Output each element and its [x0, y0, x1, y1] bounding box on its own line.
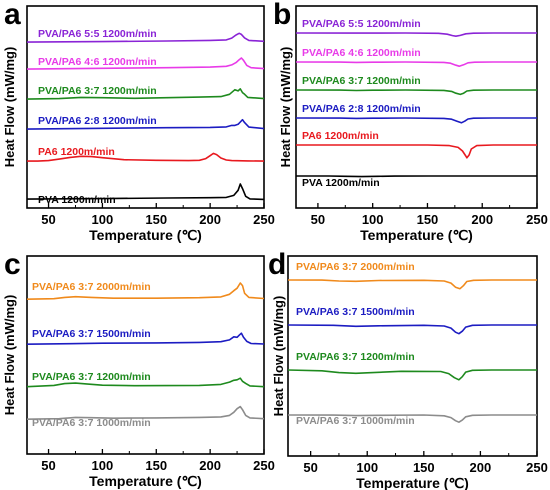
- series-line-c-1: [26, 377, 265, 388]
- series-label: PVA/PA6 3:7 1200m/min: [32, 371, 151, 383]
- x-tick-label: 100: [356, 460, 378, 475]
- x-tick-label: 100: [92, 458, 114, 473]
- x-tick-label: 250: [526, 212, 548, 227]
- plot-frame-c: [26, 255, 265, 455]
- x-tick-label: 150: [413, 460, 435, 475]
- x-tick-label: 150: [145, 458, 167, 473]
- series-label: PVA/PA6 3:7 1000m/min: [32, 417, 151, 429]
- series-line-d-3: [287, 279, 537, 290]
- series-line-c-3: [26, 282, 265, 300]
- series-label: PVA/PA6 4:6 1200m/min: [38, 56, 157, 68]
- series-line-d-0: [287, 414, 537, 423]
- plot-frame-a: [26, 5, 265, 209]
- series-line-a-5: [26, 32, 265, 43]
- series-label: PVA/PA6 5:5 1200m/min: [38, 28, 157, 40]
- series-label: PVA/PA6 3:7 1500m/min: [296, 306, 415, 318]
- series-label: PVA/PA6 2:8 1200m/min: [38, 115, 157, 127]
- panel-letter: c: [4, 248, 21, 281]
- y-axis-label: Heat Flow (mW/mg): [2, 47, 17, 168]
- series-line-a-1: [27, 152, 265, 162]
- series-line-a-4: [26, 57, 265, 70]
- x-axis-label: Temperature (℃): [89, 473, 202, 489]
- series-label: PA6 1200m/min: [38, 146, 115, 158]
- series-label: PVA/PA6 3:7 1200m/min: [38, 85, 157, 97]
- series-label: PVA/PA6 2:8 1200m/min: [302, 103, 421, 115]
- x-tick-label: 50: [41, 458, 55, 473]
- series-line-b-2: [295, 117, 537, 124]
- series-line-a-0: [26, 183, 265, 201]
- x-tick-label: 50: [311, 212, 325, 227]
- x-tick-label: 100: [362, 212, 384, 227]
- series-label: PVA/PA6 3:7 1200m/min: [296, 351, 415, 363]
- x-axis-label: Temperature (℃): [356, 475, 469, 490]
- series-line-b-0: [296, 175, 537, 178]
- plot-frame-b: [295, 5, 538, 209]
- x-tick-label: 50: [41, 212, 55, 227]
- x-tick-label: 250: [253, 212, 275, 227]
- series-line-b-1: [296, 144, 537, 159]
- series-line-c-2: [26, 332, 265, 345]
- series-label: PVA/PA6 3:7 1500m/min: [32, 328, 151, 340]
- series-label: PVA 1200m/min: [302, 177, 380, 189]
- series-label: PVA/PA6 5:5 1200m/min: [302, 18, 421, 30]
- series-line-b-3: [295, 89, 537, 96]
- series-label: PVA/PA6 3:7 1000m/min: [296, 415, 415, 427]
- series-label: PVA/PA6 4:6 1200m/min: [302, 47, 421, 59]
- series-label: PVA/PA6 3:7 1200m/min: [302, 75, 421, 87]
- series-line-d-1: [287, 369, 537, 381]
- panel-letter: b: [273, 0, 291, 31]
- x-tick-label: 200: [471, 212, 493, 227]
- x-tick-label: 200: [199, 212, 221, 227]
- x-tick-label: 50: [303, 460, 317, 475]
- y-axis-label: Heat Flow (mW/mg): [2, 295, 17, 416]
- y-axis-label: Heat Flow (mW/mg): [271, 296, 286, 417]
- series-line-b-4: [295, 61, 537, 67]
- series-line-a-3: [26, 88, 265, 100]
- x-tick-label: 200: [470, 460, 492, 475]
- series-label: PA6 1200m/min: [302, 130, 379, 142]
- series-line-c-0: [26, 405, 265, 420]
- x-axis-label: Temperature (℃): [360, 227, 473, 243]
- panel-letter: a: [4, 0, 21, 31]
- series-label: PVA/PA6 3:7 2000m/min: [296, 261, 415, 273]
- panel-letter: d: [268, 248, 286, 281]
- plot-frame-d: [287, 255, 538, 457]
- y-axis-label: Heat Flow (mW/mg): [278, 47, 293, 168]
- series-line-a-2: [26, 118, 265, 130]
- x-tick-label: 100: [92, 212, 114, 227]
- x-tick-label: 250: [253, 458, 275, 473]
- x-tick-label: 150: [417, 212, 439, 227]
- x-axis-label: Temperature (℃): [89, 227, 202, 243]
- x-tick-label: 200: [199, 458, 221, 473]
- series-line-b-5: [295, 32, 537, 37]
- series-label: PVA/PA6 3:7 2000m/min: [32, 281, 151, 293]
- x-tick-label: 150: [145, 212, 167, 227]
- series-line-d-2: [287, 324, 537, 335]
- series-label: PVA 1200m/min: [38, 194, 116, 206]
- x-tick-label: 250: [526, 460, 548, 475]
